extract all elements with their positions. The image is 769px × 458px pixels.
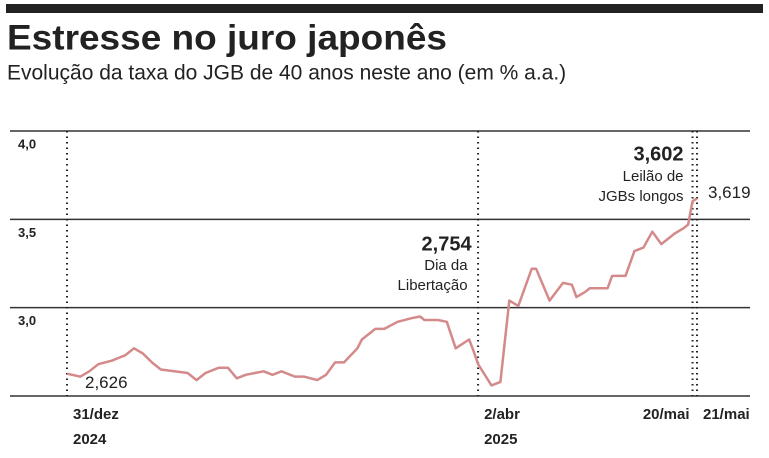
annotation: Leilão de: [623, 168, 684, 185]
x-tick-label: 21/mai: [703, 406, 750, 423]
x-tick-label: 31/dez: [73, 406, 119, 423]
y-tick-label: 3,5: [18, 225, 36, 240]
value-label: 2,754: [422, 233, 473, 255]
chart-title: Estresse no juro japonês: [7, 18, 447, 57]
x-tick-label: 2025: [484, 431, 517, 448]
value-label: 2,626: [85, 373, 128, 392]
y-tick-label: 4,0: [18, 136, 36, 151]
data-line: [66, 197, 698, 387]
annotation: Dia da: [424, 257, 468, 274]
x-tick-label: 2/abr: [484, 406, 520, 423]
annotation: Libertação: [398, 277, 468, 294]
y-tick-label: 3,0: [18, 313, 36, 328]
chart-subtitle: Evolução da taxa do JGB de 40 anos neste…: [7, 62, 566, 85]
value-label: 3,602: [633, 144, 683, 166]
x-tick-label: 20/mai: [643, 406, 690, 423]
value-label: 3,619: [708, 183, 751, 202]
x-tick-label: 2024: [73, 431, 107, 448]
annotation: JGBs longos: [598, 188, 683, 205]
top-bar: [6, 4, 763, 13]
